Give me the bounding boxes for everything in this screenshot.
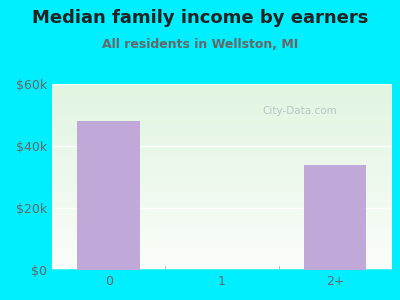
Bar bbox=[304, 165, 366, 270]
Text: Median family income by earners: Median family income by earners bbox=[32, 9, 368, 27]
Text: City-Data.com: City-Data.com bbox=[263, 106, 338, 116]
Bar bbox=[78, 121, 140, 270]
Text: All residents in Wellston, MI: All residents in Wellston, MI bbox=[102, 38, 298, 50]
